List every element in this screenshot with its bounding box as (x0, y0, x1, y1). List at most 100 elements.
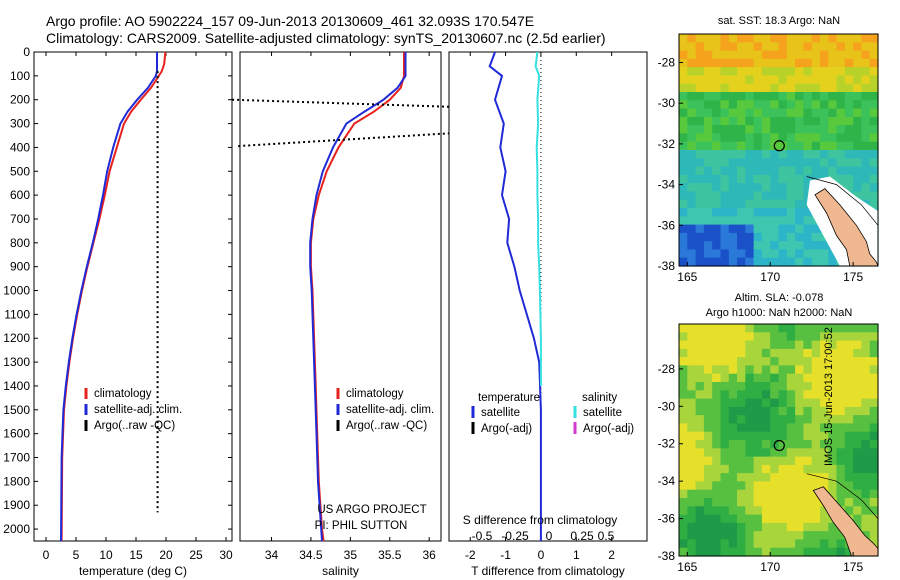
map-cell (703, 216, 713, 226)
map-cell (861, 324, 871, 333)
map-cell (687, 473, 697, 482)
map-cell (703, 208, 713, 217)
map-cell (803, 398, 813, 408)
x-tick-label: 34.5 (299, 548, 323, 562)
map-cell (803, 75, 813, 85)
map-cell (820, 423, 829, 433)
map-cell (703, 257, 713, 267)
map-cell (703, 116, 713, 126)
map-cell (803, 216, 813, 226)
map-cell (869, 116, 879, 126)
map-cell (753, 67, 763, 76)
map-cell (703, 357, 713, 366)
legend-header-salinity: salinity (582, 392, 617, 404)
map-cell (803, 348, 813, 358)
map-cell (687, 199, 697, 209)
map-cell (869, 340, 879, 350)
map-cell (786, 92, 796, 101)
map-cell (703, 232, 713, 242)
map-cell (786, 183, 796, 192)
map-cell (687, 75, 697, 85)
y-tick-label: 1900 (3, 498, 30, 512)
map-cell (844, 141, 854, 151)
map-cell (861, 498, 871, 507)
map-cell (679, 348, 688, 358)
map-cell (728, 473, 738, 482)
map-cell (778, 67, 788, 76)
map-cell (720, 34, 730, 43)
map-cell (728, 67, 738, 76)
y-tick-label: 0 (23, 45, 30, 59)
map-cell (861, 440, 871, 449)
map-cell (803, 547, 813, 557)
map-cell (687, 208, 697, 217)
map-cell (795, 489, 804, 499)
map-cell (720, 158, 730, 168)
map-cell (853, 75, 862, 85)
map-cell (720, 224, 730, 234)
map-cell (695, 42, 705, 52)
map-cell (737, 58, 746, 68)
map-cell (712, 141, 722, 151)
map-cell (679, 431, 688, 441)
map-cell (712, 373, 722, 383)
map-cell (737, 547, 746, 557)
map-cell (861, 448, 871, 458)
bathymetry-contour (806, 176, 879, 226)
map-cell (728, 141, 738, 151)
map-cell (861, 133, 871, 143)
map-cell (786, 498, 796, 507)
map-cell (861, 42, 871, 52)
map-cell (803, 498, 813, 507)
map-cell (844, 150, 854, 159)
map-cell (679, 158, 688, 168)
map-cell (770, 531, 780, 540)
map-cell (778, 58, 788, 68)
y-tick-label: 100 (10, 69, 30, 83)
x-tick-label: 25 (189, 548, 203, 562)
map-cell (737, 531, 746, 540)
map-cell (828, 481, 838, 491)
map-cell (778, 473, 788, 482)
map-cell (695, 423, 705, 433)
map-cell (728, 398, 738, 408)
map-cell (795, 232, 804, 242)
map-cell (737, 92, 746, 101)
map-cell (795, 456, 804, 466)
map-cell (811, 440, 821, 449)
map-cell (737, 473, 746, 482)
map-cell (836, 481, 846, 491)
map-cell (828, 547, 838, 557)
map-cell (712, 473, 722, 482)
map-cell (811, 141, 821, 151)
map-cell (703, 431, 713, 441)
map-cell (737, 440, 746, 449)
map-cell (820, 531, 829, 540)
map-cell (712, 224, 722, 234)
map-cell (795, 100, 804, 110)
map-cell (869, 191, 879, 201)
map-cell (853, 340, 862, 350)
map-cell (728, 42, 738, 52)
map-cell (761, 183, 771, 192)
map-cell (753, 150, 763, 159)
map-cell (803, 257, 813, 267)
map-cell (695, 116, 705, 126)
map-cell (761, 232, 771, 242)
map-cell (753, 406, 763, 416)
map-cell (778, 365, 788, 375)
map-cell (786, 373, 796, 383)
map-cell (778, 481, 788, 491)
map-cell (703, 241, 713, 250)
map-cell (712, 158, 722, 168)
map-cell (853, 83, 862, 93)
map-cell (786, 216, 796, 226)
map-cell (770, 125, 780, 134)
map-cell (737, 133, 746, 143)
map-cell (803, 83, 813, 93)
map-cell (869, 390, 879, 400)
map-cell (703, 456, 713, 466)
map-cell (720, 539, 730, 549)
map-cell (720, 357, 730, 366)
map-cell (811, 257, 821, 267)
